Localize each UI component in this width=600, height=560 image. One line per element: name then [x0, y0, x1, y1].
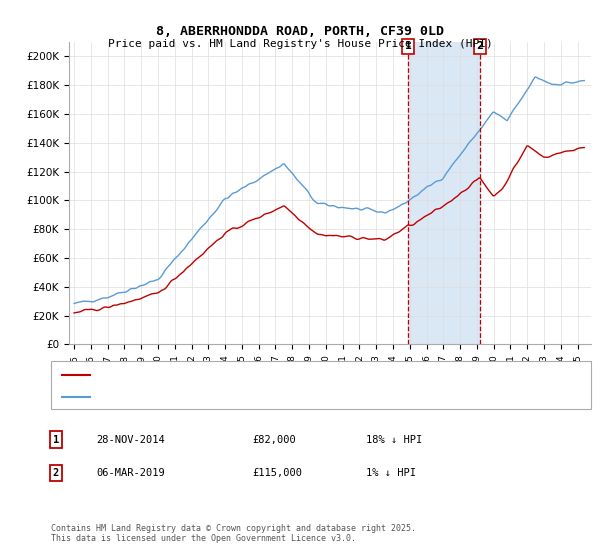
Text: £82,000: £82,000 [252, 435, 296, 445]
Text: 8, ABERRHONDDA ROAD, PORTH, CF39 0LD: 8, ABERRHONDDA ROAD, PORTH, CF39 0LD [156, 25, 444, 38]
Text: 1: 1 [405, 41, 412, 52]
Bar [408, 42, 480, 344]
Text: 1% ↓ HPI: 1% ↓ HPI [366, 468, 416, 478]
Text: 18% ↓ HPI: 18% ↓ HPI [366, 435, 422, 445]
Text: 1: 1 [53, 435, 59, 445]
Text: 8, ABERRHONDDA ROAD, PORTH, CF39 0LD (semi-detached house): 8, ABERRHONDDA ROAD, PORTH, CF39 0LD (se… [94, 370, 435, 380]
Text: Contains HM Land Registry data © Crown copyright and database right 2025.
This d: Contains HM Land Registry data © Crown c… [51, 524, 416, 543]
Text: 2: 2 [476, 41, 483, 52]
Text: 06-MAR-2019: 06-MAR-2019 [96, 468, 165, 478]
Text: 2: 2 [53, 468, 59, 478]
Text: £115,000: £115,000 [252, 468, 302, 478]
Text: 28-NOV-2014: 28-NOV-2014 [96, 435, 165, 445]
Text: Price paid vs. HM Land Registry's House Price Index (HPI): Price paid vs. HM Land Registry's House … [107, 39, 493, 49]
Text: HPI: Average price, semi-detached house, Rhondda Cynon Taf: HPI: Average price, semi-detached house,… [94, 392, 435, 402]
